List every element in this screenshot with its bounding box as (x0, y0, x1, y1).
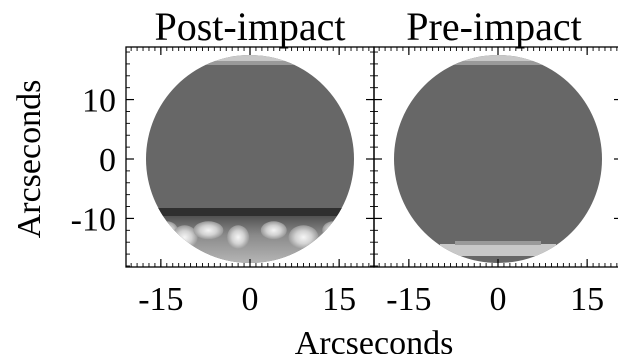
pre-impact-disk-image (394, 55, 602, 263)
impact-spot (227, 225, 250, 250)
x-axis-label: Arcseconds (295, 325, 454, 354)
impact-spot (260, 221, 287, 240)
pre-impact-x-tick-label: 0 (490, 281, 507, 318)
post-impact-lower-impact-band (146, 208, 354, 263)
post-impact-x-tick-label: 15 (322, 281, 356, 318)
impact-spot (193, 221, 224, 240)
pre-impact-top-band (440, 55, 556, 65)
y-axis-label: Arcseconds (11, 80, 48, 239)
post-impact-disk-image (146, 55, 354, 263)
tick-labels: -15 0 15 10 0 -10 -15 0 15 (71, 83, 604, 318)
impact-spot (288, 225, 319, 250)
post-impact-y-tick-label: 10 (82, 83, 116, 120)
impact-spot (322, 221, 345, 240)
post-impact-y-tick-label: 0 (99, 142, 116, 179)
tick-marks (126, 47, 618, 267)
post-impact-x-tick-label: -15 (138, 281, 183, 318)
pre-impact-disk (394, 55, 602, 263)
post-impact-x-tick-label: 0 (242, 281, 259, 318)
pre-impact-x-tick-label: 15 (570, 281, 604, 318)
post-impact-title: Post-impact (154, 4, 345, 49)
post-impact-y-tick-label: -10 (71, 201, 116, 238)
pre-impact-bottom-band (440, 241, 556, 256)
pre-impact-title: Pre-impact (406, 4, 582, 49)
pre-impact-x-tick-label: -15 (386, 281, 431, 318)
post-impact-top-band (192, 55, 308, 65)
